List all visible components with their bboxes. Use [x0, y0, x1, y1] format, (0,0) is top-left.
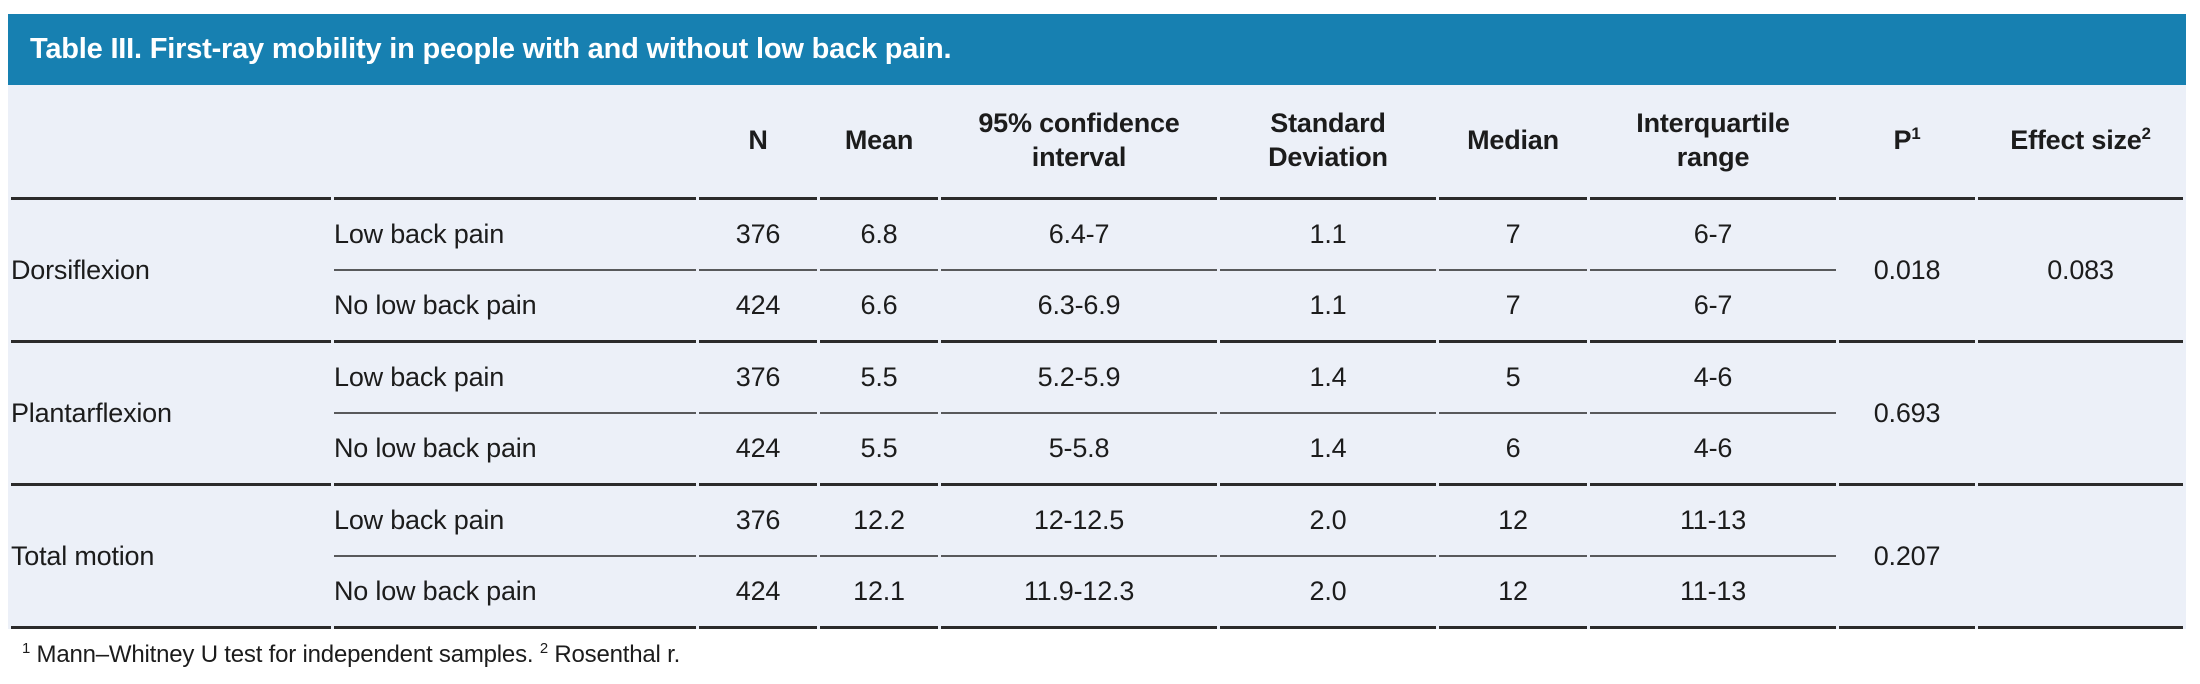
cell-p-value: 0.693	[1839, 343, 1975, 486]
cell-group: No low back pain	[334, 271, 696, 343]
table-title: Table III. First-ray mobility in people …	[30, 33, 952, 65]
table-row: No low back pain 424 5.5 5-5.8 1.4 6 4-6	[11, 414, 2183, 486]
cell-confidence-interval: 5.2-5.9	[941, 343, 1217, 414]
cell-median: 12	[1439, 486, 1587, 557]
table-title-bar: Table III. First-ray mobility in people …	[8, 14, 2186, 85]
row-label-plantarflexion: Plantarflexion	[11, 343, 331, 486]
cell-mean: 5.5	[820, 343, 938, 414]
cell-n: 376	[699, 486, 817, 557]
table-row: Total motion Low back pain 376 12.2 12-1…	[11, 486, 2183, 629]
cell-median: 12	[1439, 557, 1587, 629]
cell-n: 376	[699, 343, 817, 414]
cell-standard-deviation: 2.0	[1220, 486, 1436, 557]
col-header-group	[334, 85, 696, 200]
cell-median: 7	[1439, 200, 1587, 271]
cell-standard-deviation: 1.4	[1220, 414, 1436, 486]
row-label-dorsiflexion: Dorsiflexion	[11, 200, 331, 343]
cell-interquartile-range: 6-7	[1590, 271, 1836, 343]
col-header-label: Effect size	[2010, 125, 2142, 156]
data-table: N Mean 95% confidence interval Standard …	[8, 85, 2186, 629]
cell-median: 5	[1439, 343, 1587, 414]
cell-group: No low back pain	[334, 414, 696, 486]
cell-p-value: 0.018	[1839, 200, 1975, 343]
col-header-row-label	[11, 85, 331, 200]
col-header-standard-deviation: Standard Deviation	[1220, 85, 1436, 200]
cell-median: 6	[1439, 414, 1587, 486]
table-row: No low back pain 424 12.1 11.9-12.3 2.0 …	[11, 557, 2183, 629]
cell-interquartile-range: 4-6	[1590, 414, 1836, 486]
cell-median: 7	[1439, 271, 1587, 343]
cell-standard-deviation: 2.0	[1220, 557, 1436, 629]
cell-standard-deviation: 1.1	[1220, 271, 1436, 343]
col-header-mean: Mean	[820, 85, 938, 200]
cell-interquartile-range: 6-7	[1590, 200, 1836, 271]
table-row: No low back pain 424 6.6 6.3-6.9 1.1 7 6…	[11, 271, 2183, 343]
cell-p-value: 0.207	[1839, 486, 1975, 629]
cell-confidence-interval: 11.9-12.3	[941, 557, 1217, 629]
col-header-label: 95% confidence interval	[978, 108, 1180, 172]
col-header-p: P1	[1839, 85, 1975, 200]
cell-interquartile-range: 11-13	[1590, 486, 1836, 557]
cell-n: 424	[699, 414, 817, 486]
footnote-text-1: Mann–Whitney U test for independent samp…	[36, 641, 534, 668]
col-header-label: Mean	[844, 125, 914, 156]
cell-group: Low back pain	[334, 486, 696, 557]
cell-standard-deviation: 1.4	[1220, 343, 1436, 414]
cell-group: No low back pain	[334, 557, 696, 629]
superscript: 1	[1911, 124, 1921, 144]
cell-standard-deviation: 1.1	[1220, 200, 1436, 271]
cell-group: Low back pain	[334, 343, 696, 414]
cell-confidence-interval: 5-5.8	[941, 414, 1217, 486]
cell-mean: 6.8	[820, 200, 938, 271]
cell-interquartile-range: 11-13	[1590, 557, 1836, 629]
cell-confidence-interval: 6.4-7	[941, 200, 1217, 271]
table-row: Plantarflexion Low back pain 376 5.5 5.2…	[11, 343, 2183, 486]
header-row: N Mean 95% confidence interval Standard …	[11, 85, 2183, 200]
footnote-superscript-2: 2	[539, 641, 548, 657]
cell-n: 424	[699, 271, 817, 343]
row-label-total-motion: Total motion	[11, 486, 331, 629]
col-header-label: Median	[1467, 125, 1559, 156]
col-header-label: Standard Deviation	[1268, 108, 1388, 172]
superscript: 2	[2141, 124, 2151, 144]
col-header-n: N	[699, 85, 817, 200]
cell-mean: 12.2	[820, 486, 938, 557]
cell-group: Low back pain	[334, 200, 696, 271]
col-header-confidence-interval: 95% confidence interval	[941, 85, 1217, 200]
cell-confidence-interval: 12-12.5	[941, 486, 1217, 557]
footnote: 1 Mann–Whitney U test for independent sa…	[8, 641, 2186, 669]
col-header-label: P	[1893, 125, 1912, 156]
table-row: Dorsiflexion Low back pain 376 6.8 6.4-7…	[11, 200, 2183, 343]
cell-effect-size	[1978, 486, 2183, 629]
col-header-label: Interquartile range	[1636, 108, 1790, 172]
footnote-superscript-1: 1	[22, 641, 31, 657]
col-header-median: Median	[1439, 85, 1587, 200]
cell-mean: 6.6	[820, 271, 938, 343]
cell-mean: 12.1	[820, 557, 938, 629]
cell-effect-size: 0.083	[1978, 200, 2183, 343]
col-header-label: N	[748, 125, 768, 156]
footnote-text-2: Rosenthal r.	[554, 641, 681, 668]
table-container: Table III. First-ray mobility in people …	[8, 14, 2186, 669]
cell-n: 376	[699, 200, 817, 271]
cell-effect-size	[1978, 343, 2183, 486]
cell-confidence-interval: 6.3-6.9	[941, 271, 1217, 343]
cell-n: 424	[699, 557, 817, 629]
col-header-interquartile-range: Interquartile range	[1590, 85, 1836, 200]
cell-interquartile-range: 4-6	[1590, 343, 1836, 414]
col-header-effect-size: Effect size2	[1978, 85, 2183, 200]
cell-mean: 5.5	[820, 414, 938, 486]
